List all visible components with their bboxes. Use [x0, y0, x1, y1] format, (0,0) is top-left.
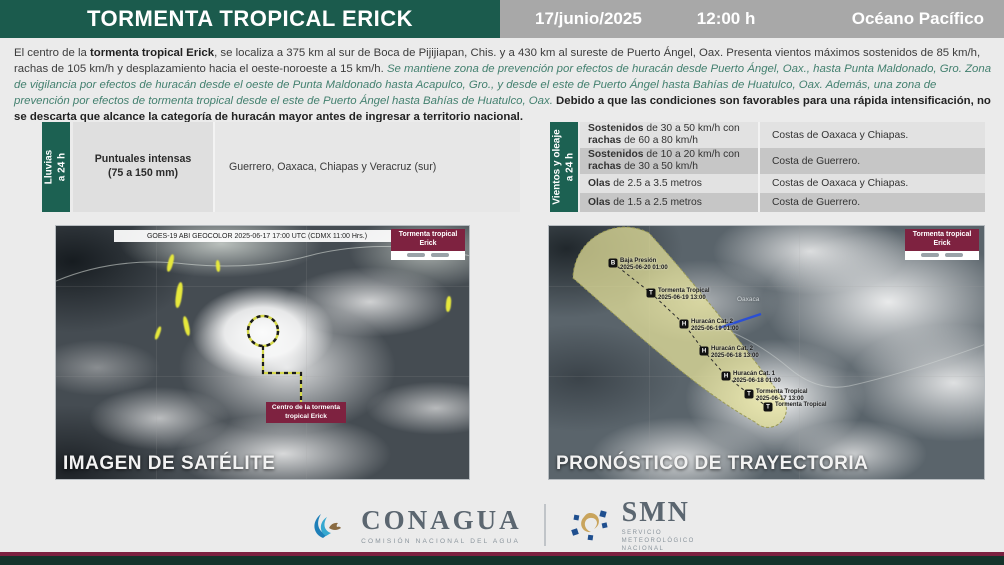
header-bar: TORMENTA TROPICAL ERICK 17/junio/2025 12…: [0, 0, 1004, 38]
wind-tab-label: Vientos y oleaje a 24 h: [551, 129, 576, 205]
rain-range: (75 a 150 mm): [107, 167, 179, 179]
wave-area: Costa de Guerrero.: [758, 193, 985, 212]
track-point-label: Baja Presión 2025-06-20 01:00: [620, 258, 668, 271]
wave-area: Costas de Oaxaca y Chiapas.: [758, 174, 985, 193]
conagua-icon: [314, 514, 342, 538]
track-point-marker: H: [699, 346, 709, 356]
track-point-marker: T: [744, 389, 754, 399]
wave-desc: Olas de 1.5 a 2.5 metros: [588, 196, 702, 208]
storm-badge: Tormenta tropical Erick: [391, 229, 465, 260]
mini-conagua-logo: [921, 253, 939, 257]
forecast-track-map: Oaxaca B Baja Presión 2025-06-20 01:00 T Tor…: [548, 225, 985, 480]
bulletin-time: 12:00 h: [696, 9, 756, 28]
badge-line1: Tormenta tropical: [398, 231, 458, 238]
track-point-marker: H: [721, 371, 731, 381]
wave-desc: Olas de 2.5 a 3.5 metros: [588, 177, 702, 189]
mini-smn-logo: [431, 253, 449, 257]
conagua-subtitle: COMISIÓN NACIONAL DEL AGUA: [361, 538, 521, 545]
mini-conagua-logo: [407, 253, 425, 257]
track-point-label: Huracán Cat. 2 2025-06-19 01:00: [691, 319, 739, 332]
track-point-marker: B: [608, 258, 618, 268]
coastline: [698, 320, 984, 388]
track-point-label: Huracán Cat. 2 2025-06-18 13:00: [711, 346, 759, 359]
annotation-pen-stroke: [718, 312, 762, 330]
storm-summary-paragraph: El centro de la tormenta tropical Erick,…: [14, 47, 992, 123]
footer-green-stripe: [0, 556, 1004, 565]
track-point-marker: T: [646, 288, 656, 298]
rain-regions-cell: Guerrero, Oaxaca, Chiapas y Veracruz (su…: [213, 122, 520, 212]
smn-logo-group: SMN SERVICIO METEOROLÓGICO NACIONAL: [568, 497, 695, 553]
badge-line2: Erick: [933, 239, 951, 247]
track-point-marker: T: [763, 402, 773, 412]
header-meta-block: 17/junio/2025 12:00 h Océano Pacífico: [500, 0, 1004, 38]
table-row: Sostenidos de 10 a 20 km/h con rachas de…: [580, 148, 985, 174]
badge-logo-strip: [391, 250, 465, 260]
footer-logos: CONAGUA COMISIÓN NACIONAL DEL AGUA SMN S…: [0, 497, 1004, 553]
smn-wordmark: SMN: [621, 496, 690, 528]
badge-line1: Tormenta tropical: [912, 231, 972, 238]
logo-divider: [543, 504, 546, 546]
storm-center-label: Centro de la tormenta tropical Erick: [266, 402, 346, 424]
header-title-block: TORMENTA TROPICAL ERICK: [0, 0, 500, 38]
track-point-label: Tormenta Tropical 2025-06-19 13:00: [658, 288, 710, 301]
forecast-caption: PRONÓSTICO DE TRAYECTORIA: [556, 453, 869, 474]
rain-tab-label: Lluvias a 24 h: [43, 149, 68, 185]
satellite-caption: IMAGEN DE SATÉLITE: [63, 453, 276, 474]
table-row: Olas de 2.5 a 3.5 metros Costas de Oaxac…: [580, 174, 985, 193]
wind-area: Costas de Oaxaca y Chiapas.: [758, 122, 985, 148]
satellite-timestamp-strip: GOES-19 ABI GEOCOLOR 2025-06-17 17:00 UT…: [114, 230, 400, 242]
storm-center-circle-dash: [246, 314, 280, 348]
mini-smn-logo: [945, 253, 963, 257]
wind-section-tab: Vientos y oleaje a 24 h: [550, 122, 578, 212]
rain-section-tab: Lluvias a 24 h: [42, 122, 70, 212]
track-point-label: Tormenta Tropical: [775, 402, 827, 408]
smn-subtitle: SERVICIO METEOROLÓGICO NACIONAL: [621, 529, 695, 553]
wind-desc: Sostenidos de 10 a 20 km/h con rachas de…: [588, 149, 740, 172]
smn-icon: [570, 510, 608, 541]
track-point-label: Huracán Cat. 1 2025-06-18 01:00: [733, 371, 781, 384]
rain-category-cell: Puntuales intensas (75 a 150 mm): [73, 122, 213, 212]
conagua-wordmark: CONAGUA: [361, 505, 522, 535]
storm-badge: Tormenta tropical Erick: [905, 229, 979, 260]
satellite-overlay: [56, 245, 469, 402]
satellite-image: GOES-19 ABI GEOCOLOR 2025-06-17 17:00 UT…: [55, 225, 470, 480]
leader-line: [261, 346, 303, 402]
page-title: TORMENTA TROPICAL ERICK: [86, 6, 414, 31]
bulletin-date: 17/junio/2025: [535, 9, 642, 28]
wind-area: Costa de Guerrero.: [758, 148, 985, 174]
place-label: Oaxaca: [737, 296, 760, 303]
track-point-label: Tormenta Tropical 2025-06-17 13:00: [756, 389, 808, 402]
rain-regions: Guerrero, Oaxaca, Chiapas y Veracruz (su…: [229, 161, 437, 173]
rain-category: Puntuales intensas: [94, 153, 192, 166]
badge-line2: Erick: [419, 239, 437, 247]
wind-desc: Sostenidos de 30 a 50 km/h con rachas de…: [588, 123, 740, 146]
badge-logo-strip: [905, 250, 979, 260]
bulletin-region: Océano Pacífico: [851, 9, 984, 28]
wind-waves-table: Sostenidos de 30 a 50 km/h con rachas de…: [580, 122, 985, 212]
track-point-marker: H: [679, 319, 689, 329]
table-row: Sostenidos de 30 a 50 km/h con rachas de…: [580, 122, 985, 148]
table-row: Olas de 1.5 a 2.5 metros Costa de Guerre…: [580, 193, 985, 212]
footer-maroon-stripe: [0, 552, 1004, 556]
conagua-logo-group: CONAGUA COMISIÓN NACIONAL DEL AGUA: [309, 505, 522, 545]
